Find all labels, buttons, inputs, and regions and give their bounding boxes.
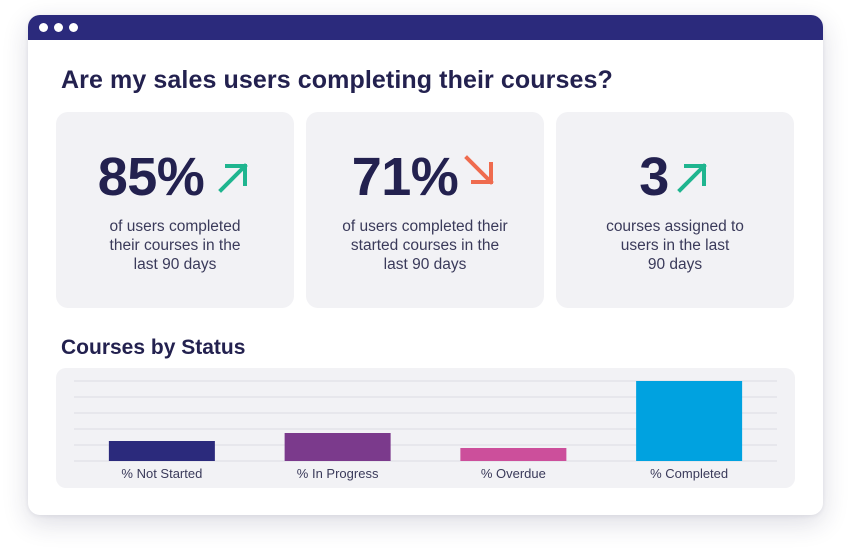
stat-description-line: of users completed [109,218,241,235]
chart-bar [636,381,743,461]
arrow-down-right-icon [464,155,495,185]
stat-description-line: 90 days [647,256,703,273]
window-dot-icon [54,23,63,32]
stat-card-completed: 85% of users completed their courses in … [56,112,294,308]
stat-description: of users completed their started courses… [326,217,524,274]
window-dot-icon [39,23,48,32]
chart-category-label: % In Progress [296,466,379,481]
stat-value: 3 [639,147,669,207]
stat-description-line: last 90 days [383,256,467,273]
dashboard-window: Are my sales users completing their cour… [28,15,823,515]
chart-category-label: % Completed [650,466,729,481]
stat-description: of users completed their courses in the … [76,217,274,274]
courses-status-chart: % Not Started % In Progress % Overdue % Com… [56,368,795,488]
stat-description-line: last 90 days [133,256,217,273]
stat-value: 85% [97,147,205,207]
arrow-up-right-icon [676,163,707,193]
stat-card-assigned: 3 courses assigned to users in the last … [556,112,794,308]
chart-bar [284,433,391,461]
stat-value: 71% [351,147,459,207]
chart-bar [460,448,567,461]
chart-plot-area [74,380,777,462]
page-title: Are my sales users completing their cour… [61,66,613,94]
stat-description-line: their courses in the [109,237,241,254]
stat-description-line: started courses in the [350,237,500,254]
stat-description-line: courses assigned to [606,218,744,235]
arrow-up-right-icon [218,163,249,193]
stat-card-started: 71% of users completed their started cou… [306,112,544,308]
window-dot-icon [69,23,78,32]
chart-bar [108,441,215,461]
chart-category-label: % Overdue [480,466,546,481]
stat-description: courses assigned to users in the last 90… [576,217,774,274]
section-title: Courses by Status [61,336,246,359]
chart-category-label: % Not Started [121,466,203,481]
stat-description-line: users in the last [620,237,730,254]
stat-description-line: of users completed their [342,218,508,235]
window-titlebar [28,15,823,40]
